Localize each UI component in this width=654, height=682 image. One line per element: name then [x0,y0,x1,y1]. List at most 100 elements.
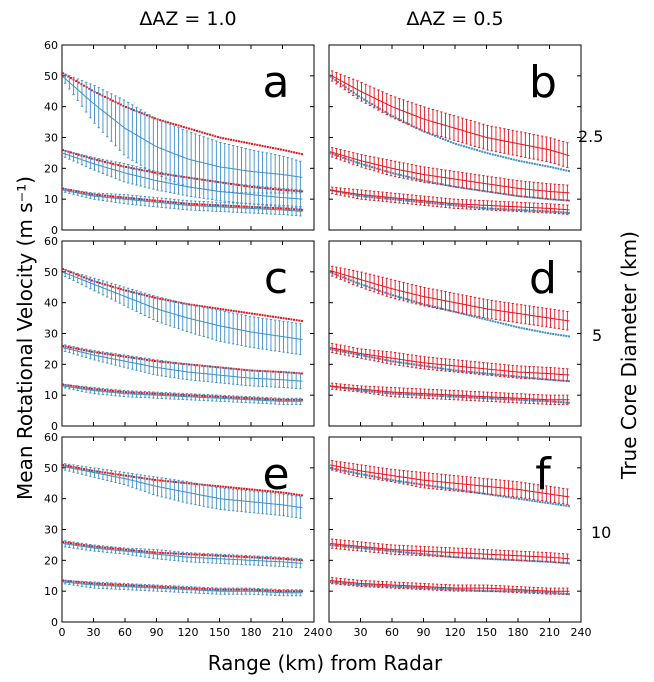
data-point [206,588,209,591]
data-point [476,557,479,560]
data-point [350,388,353,391]
data-point [439,486,442,489]
data-point [329,467,332,470]
data-point [224,308,227,311]
data-point [512,590,515,593]
data-point [172,201,175,204]
data-point [298,190,301,193]
data-point [499,590,502,593]
data-point [230,396,233,399]
data-point [261,144,264,147]
data-point [329,544,332,547]
data-point [405,199,408,202]
data-point [415,552,418,555]
data-point [431,485,434,488]
data-point [211,134,214,137]
data-point [329,271,332,274]
data-point [554,167,557,170]
series-blue-bars [62,150,303,209]
data-point [222,366,225,369]
data-point [405,175,408,178]
data-point [122,583,125,586]
data-point [413,586,416,589]
data-point [69,76,72,79]
data-point [185,126,188,129]
data-point [151,585,154,588]
data-point [248,312,251,315]
data-point [77,467,80,470]
data-point [209,133,212,136]
data-point [88,544,91,547]
data-point [525,376,528,379]
x-tick-label: 150 [209,626,230,639]
data-point [169,480,172,483]
data-point [211,484,214,487]
data-point [452,369,455,372]
data-point [130,584,133,587]
data-point [195,483,198,486]
data-point [447,487,450,490]
data-point [462,370,465,373]
data-point [148,295,151,298]
data-point [392,198,395,201]
data-point [211,395,214,398]
data-point [405,481,408,484]
data-point [75,273,78,276]
data-point [441,307,444,310]
data-point [180,552,183,555]
data-point [188,587,191,590]
data-point [195,304,198,307]
data-point [122,390,125,393]
data-point [378,584,381,587]
data-point [96,92,99,95]
data-point [85,386,88,389]
data-point [413,552,416,555]
data-point [67,464,70,467]
data-point [285,149,288,152]
data-point [405,121,408,124]
data-point [334,273,337,276]
y-tick-label: 10 [44,585,58,598]
data-point [352,91,355,94]
data-point [227,555,230,558]
data-point [481,317,484,320]
data-point [232,183,235,186]
data-point [153,199,156,202]
y-tick-label: 40 [44,297,58,310]
series-red-dots [62,579,303,593]
data-point [282,491,285,494]
series-blue-dots [329,75,570,173]
data-point [251,488,254,491]
data-point [188,127,191,130]
data-point [193,129,196,132]
y-tick-label: 30 [44,524,58,537]
data-point [232,588,235,591]
data-point [567,505,570,508]
data-point [127,107,130,110]
data-point [536,209,539,212]
data-point [371,390,374,393]
data-point [230,182,233,185]
data-point [512,375,515,378]
data-point [426,553,429,556]
data-point [415,177,418,180]
data-point [434,554,437,557]
data-point [473,491,476,494]
data-point [536,591,539,594]
data-point [489,190,492,193]
data-point [512,208,515,211]
data-point [256,186,259,189]
data-point [75,580,78,583]
data-point [567,335,570,338]
data-point [261,489,264,492]
data-point [243,205,246,208]
data-point [264,314,267,317]
data-point [90,157,93,160]
data-point [357,194,360,197]
series-red-bars [330,342,570,382]
data-point [190,394,193,397]
data-point [447,203,450,206]
data-point [251,205,254,208]
data-point [502,374,505,377]
data-point [195,587,198,590]
